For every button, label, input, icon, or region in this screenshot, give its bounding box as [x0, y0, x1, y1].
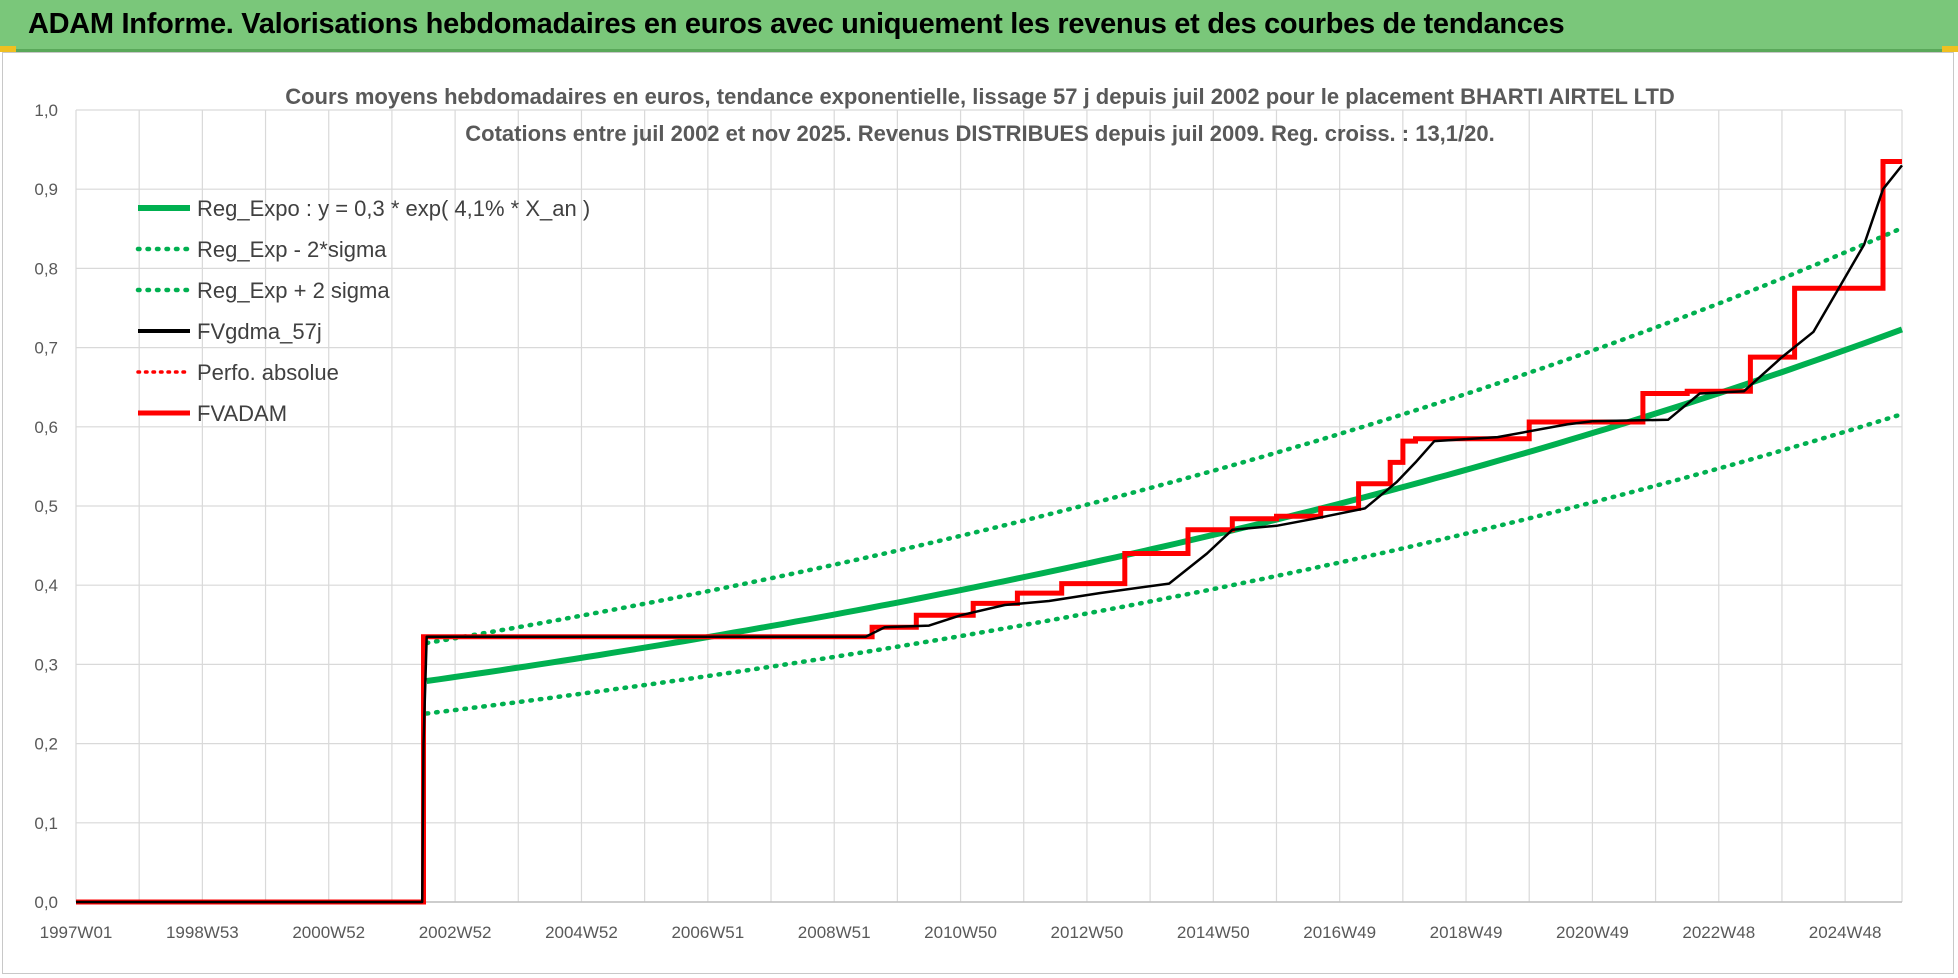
x-tick-label: 2000W52 — [292, 923, 365, 942]
x-tick-label: 2018W49 — [1430, 923, 1503, 942]
series-reg-expo — [426, 326, 1904, 684]
chart-legend: Reg_Expo : y = 0,3 * exp( 4,1% * X_an ) R… — [135, 196, 590, 426]
chart-subtitle: Cotations entre juil 2002 et nov 2025. R… — [465, 121, 1494, 146]
x-tick-label: 2022W48 — [1682, 923, 1755, 942]
chart-grid — [75, 109, 1903, 903]
series-fvadam — [76, 159, 1902, 905]
title-banner: ADAM Informe. Valorisations hebdomadaire… — [0, 0, 1958, 52]
x-tick-label: 2012W50 — [1051, 923, 1124, 942]
x-tick-label: 2010W50 — [924, 923, 997, 942]
report-title: ADAM Informe. Valorisations hebdomadaire… — [28, 8, 1565, 40]
legend-label: Reg_Exp + 2 sigma — [197, 278, 390, 303]
chart-title: Cours moyens hebdomadaires en euros, ten… — [285, 84, 1675, 109]
chart-axes: 0,0 0,1 0,2 0,3 0,4 0,5 0,6 0,7 0,8 0,9 1,0 1997W01… — [34, 101, 1902, 942]
banner-corner-left — [0, 46, 16, 52]
series-fvgdma-57j — [76, 164, 1903, 904]
y-tick-label: 0,8 — [34, 259, 58, 278]
y-tick-label: 0,0 — [34, 893, 58, 912]
y-tick-label: 0,6 — [34, 418, 58, 437]
legend-label: FVgdma_57j — [197, 319, 322, 344]
legend-label: FVADAM — [197, 401, 287, 426]
y-tick-label: 0,7 — [34, 339, 58, 358]
y-tick-label: 0,9 — [34, 180, 58, 199]
y-tick-label: 0,4 — [34, 576, 58, 595]
x-tick-label: 2004W52 — [545, 923, 618, 942]
y-tick-label: 0,3 — [34, 655, 58, 674]
x-tick-label: 2006W51 — [671, 923, 744, 942]
x-tick-label: 2016W49 — [1303, 923, 1376, 942]
legend-label: Reg_Exp - 2*sigma — [197, 237, 387, 262]
x-tick-label: 1998W53 — [166, 923, 239, 942]
series-reg-exp-plus-2sigma — [424, 225, 1905, 646]
x-tick-label: 2002W52 — [419, 923, 492, 942]
x-tick-label: 2008W51 — [798, 923, 871, 942]
y-tick-label: 1,0 — [34, 101, 58, 120]
x-tick-label: 2020W49 — [1556, 923, 1629, 942]
legend-label: Perfo. absolue — [197, 360, 339, 385]
x-tick-label: 2014W50 — [1177, 923, 1250, 942]
y-tick-label: 0,5 — [34, 497, 58, 516]
x-tick-label: 2024W48 — [1809, 923, 1882, 942]
series-reg-exp-minus-2sigma — [424, 411, 1905, 716]
legend-label: Reg_Expo : y = 0,3 * exp( 4,1% * X_an ) — [197, 196, 590, 221]
banner-corner-right — [1942, 46, 1958, 52]
chart-frame — [2, 52, 1954, 974]
x-tick-label: 1997W01 — [40, 923, 113, 942]
y-tick-label: 0,1 — [34, 814, 58, 833]
chart-series — [76, 159, 1905, 905]
y-tick-label: 0,2 — [34, 735, 58, 754]
